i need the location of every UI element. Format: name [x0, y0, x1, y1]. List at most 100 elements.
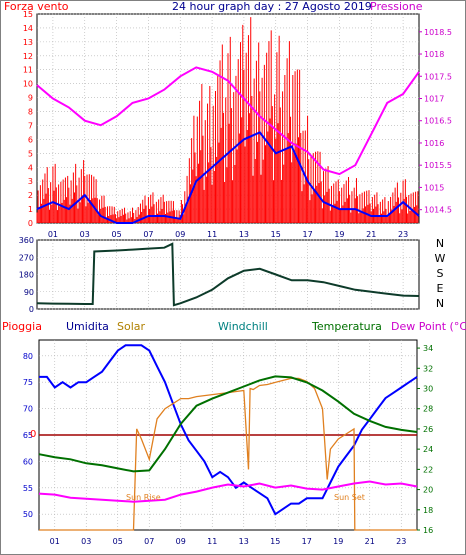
y-left-tick-label: 80	[23, 352, 33, 361]
y-left-tick-label: 4	[28, 163, 33, 172]
compass-label: N	[436, 237, 444, 250]
x-tick-label: 13	[239, 537, 249, 546]
x-tick-label: 07	[143, 230, 153, 239]
y-left-tick-label: 1	[28, 205, 33, 214]
x-tick-label: 05	[111, 230, 121, 239]
x-tick-label: 03	[80, 230, 90, 239]
x-tick-label: 15	[270, 537, 280, 546]
y-left-tick-label: 11	[23, 66, 33, 75]
y-left-tick-label: 7	[28, 121, 33, 130]
y-left-tick-label: 6	[28, 135, 33, 144]
x-tick-label: 09	[175, 230, 185, 239]
series-temperatura	[38, 375, 418, 473]
x-tick-label: 03	[81, 537, 91, 546]
legend-item: Dew Point (°C)	[391, 320, 466, 333]
y-left-tick-label: 15	[23, 10, 33, 19]
y-right-tick-label: 1014.5	[424, 206, 452, 215]
series-group-2	[36, 242, 420, 307]
y-left-tick-label: 65	[23, 431, 33, 440]
x-tick-label: 15	[271, 230, 281, 239]
series-group-1	[36, 17, 420, 224]
y-left-tick-label: 60	[23, 457, 33, 466]
legend-item: Temperatura	[311, 320, 382, 333]
y-right-ticks-1: 1014.5 1015 1015.5 1016 1016.5 1017 1017.5 1018…	[419, 28, 452, 215]
y-right-tick-label: 1015.5	[424, 161, 452, 170]
y-left-tick-label: 270	[19, 253, 34, 262]
y-right-tick-label: 28	[423, 405, 433, 414]
y-right-tick-label: 1015	[424, 183, 444, 192]
y-right-tick-label: 24	[423, 445, 433, 454]
y-left-tick-label: 180	[19, 271, 34, 280]
x-tick-label: 21	[366, 230, 376, 239]
y-left-tick-label: 75	[23, 378, 33, 387]
y-left-tick-label: 10	[23, 80, 33, 89]
y-left-tick-label: 5	[28, 149, 33, 158]
y-left-tick-label: 360	[19, 236, 34, 245]
y-left-tick-label: 90	[24, 288, 34, 297]
y-left-tick-label: 3	[28, 177, 33, 186]
x-tick-label: 19	[333, 537, 343, 546]
left-axis-title-1: Forza vento	[4, 0, 69, 13]
y-right-tick-label: 1017	[424, 94, 444, 103]
y-right-tick-label: 16	[423, 526, 433, 535]
series-dew-point-c	[38, 480, 418, 503]
y-right-tick-label: 18	[423, 506, 433, 515]
compass-label: W	[435, 252, 446, 265]
rain-zero-label: 0	[30, 429, 36, 440]
x-tick-label: 05	[113, 537, 123, 546]
series-vento-medio	[36, 131, 420, 224]
legend-item: Umidita	[66, 320, 109, 333]
x-tick-label: 23	[396, 537, 406, 546]
x-tick-label: 11	[207, 230, 217, 239]
x-tick-label: 17	[302, 230, 312, 239]
series-solar	[39, 377, 417, 531]
y-left-tick-label: 13	[23, 38, 33, 47]
compass-label: S	[437, 267, 444, 280]
y-left-tick-label: 50	[23, 510, 33, 519]
humidity-temperature-panel: 50 55 60 65 70 75 80 16 18 20 22 24 26 28 30 32 34 01 03…	[2, 320, 466, 546]
y-left-tick-label: 55	[23, 484, 33, 493]
series-wind-direction	[36, 242, 420, 307]
y-right-tick-label: 26	[423, 425, 433, 434]
y-left-tick-label: 70	[23, 405, 33, 414]
y-left-ticks-3: 50 55 60 65 70 75 80	[23, 352, 33, 519]
x-ticks-3: 01 03 05 07 09 11 13 15 17 19 21 23	[50, 537, 407, 546]
x-tick-label: 11	[207, 537, 217, 546]
y-right-tick-label: 1016.5	[424, 117, 452, 126]
y-right-tick-label: 30	[423, 385, 433, 394]
grid-2	[37, 239, 419, 310]
legend-item: Windchill	[218, 320, 268, 333]
y-right-tick-label: 32	[423, 364, 433, 373]
x-tick-label: 09	[176, 537, 186, 546]
x-tick-label: 13	[239, 230, 249, 239]
x-tick-label: 21	[365, 537, 375, 546]
legend-item: Pioggia	[2, 320, 42, 333]
sun-rise-label: Sun Rise	[126, 493, 161, 502]
y-right-tick-label: 1016	[424, 139, 444, 148]
x-tick-label: 17	[302, 537, 312, 546]
right-axis-title-1: Pressione	[370, 0, 423, 13]
y-right-tick-label: 34	[423, 344, 433, 353]
y-left-tick-label: 2	[28, 191, 33, 200]
y-right-tick-label: 1018.5	[424, 28, 452, 37]
y-left-tick-label: 8	[28, 108, 33, 117]
y-left-tick-label: 0	[28, 219, 33, 228]
y-right-ticks-3: 16 18 20 22 24 26 28 30 32 34	[417, 344, 433, 535]
y-right-tick-label: 20	[423, 486, 433, 495]
chart-title: 24 hour graph day : 27 Agosto 2019	[172, 0, 372, 13]
y-left-tick-label: 0	[29, 305, 34, 314]
y-left-ticks-2: 360 270 180 90 0	[19, 236, 34, 314]
y-right-tick-label: 22	[423, 465, 433, 474]
y-left-tick-label: 12	[23, 52, 33, 61]
y-right-tick-label: 1017.5	[424, 72, 452, 81]
legend-item: Solar	[117, 320, 146, 333]
x-tick-label: 01	[48, 230, 58, 239]
x-tick-label: 19	[334, 230, 344, 239]
compass-label: E	[437, 282, 444, 295]
x-ticks-1: 01 03 05 07 09 11 13 15 17 19 21 23	[48, 230, 408, 239]
